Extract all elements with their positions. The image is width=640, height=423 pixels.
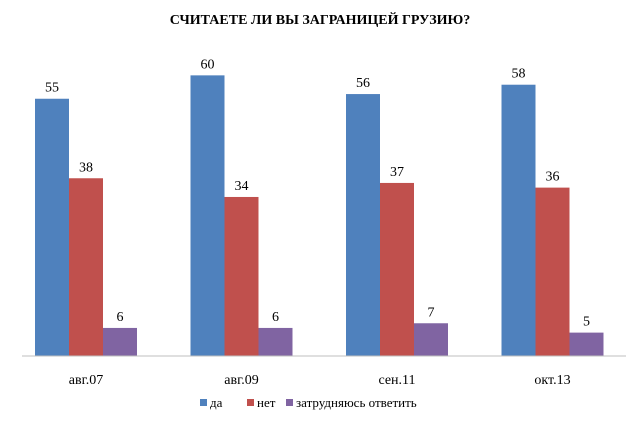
bar-2-1	[224, 196, 259, 356]
legend: да нет затрудняюсь ответить	[200, 395, 417, 410]
x-tick-label-3: окт.13	[534, 373, 570, 388]
x-tick-labels: авг.07 авг.09 сен.11 окт.13	[69, 373, 571, 388]
data-label-1-0: 55	[45, 81, 59, 96]
data-label-2-1: 34	[235, 179, 249, 194]
legend-label-3: затрудняюсь ответить	[296, 395, 417, 410]
data-label-2-2: 37	[390, 165, 404, 180]
bar-2-0	[69, 178, 103, 356]
bar-1-3	[501, 84, 536, 356]
data-label-3-2: 7	[428, 305, 435, 320]
legend-label-2: нет	[257, 395, 276, 410]
bar-3-3	[569, 332, 604, 356]
bar-2-3	[535, 187, 570, 356]
bar-3-2	[414, 323, 448, 356]
bar-1-1	[190, 75, 225, 357]
data-label-2-0: 38	[79, 160, 93, 175]
data-label-2-3: 36	[546, 170, 560, 185]
data-label-1-2: 56	[356, 76, 370, 91]
bars-layer: 55 38 6 60 34 6 56 37 7 58 36 5	[35, 57, 604, 357]
legend-swatch-2	[247, 399, 254, 406]
bar-1-0	[35, 98, 69, 356]
x-tick-label-2: сен.11	[378, 373, 415, 388]
bar-3-1	[258, 327, 293, 356]
chart-title: СЧИТАЕТЕ ЛИ ВЫ ЗАГРАНИЦЕЙ ГРУЗИЮ?	[170, 11, 471, 28]
legend-label-1: да	[210, 395, 223, 410]
x-tick-label-1: авг.09	[224, 373, 259, 388]
legend-swatch-1	[200, 399, 207, 406]
bar-2-2	[380, 182, 414, 356]
data-label-3-0: 6	[117, 310, 124, 325]
data-label-3-3: 5	[583, 315, 590, 330]
data-label-3-1: 6	[272, 310, 279, 325]
bar-1-2	[346, 94, 380, 356]
bar-3-0	[103, 327, 137, 356]
legend-swatch-3	[286, 399, 293, 406]
data-label-1-3: 58	[512, 67, 526, 82]
x-tick-label-0: авг.07	[69, 373, 104, 388]
data-label-1-1: 60	[201, 57, 215, 72]
